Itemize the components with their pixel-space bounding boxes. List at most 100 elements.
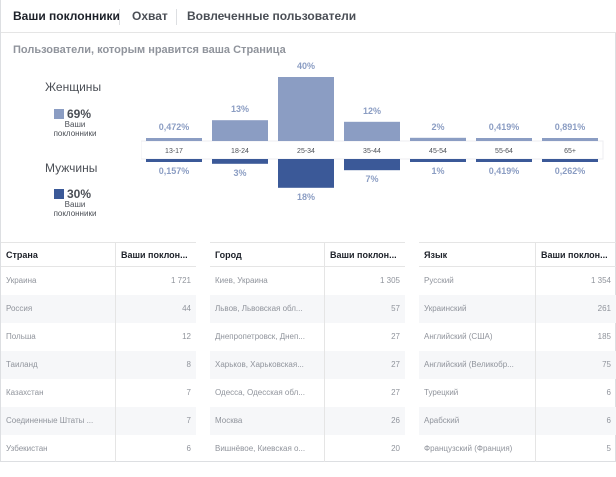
age-tick-label: 65+ xyxy=(564,148,576,155)
language-table: Язык Ваши поклон... Русский 1 354 Украинский… xyxy=(419,242,616,463)
tab-divider xyxy=(119,9,120,25)
cell-name: Одесса, Одесская обл... xyxy=(215,388,305,397)
table-row: Польша 12 xyxy=(1,323,196,351)
tab-your-fans[interactable]: Ваши поклонники xyxy=(13,9,120,23)
cell-count: 1 354 xyxy=(590,276,611,285)
men-sub-label: Ваши поклонники xyxy=(53,200,97,218)
cell-count: 261 xyxy=(597,304,611,313)
men-bar xyxy=(344,159,400,171)
cell-name: Английский (Великобр... xyxy=(424,360,514,369)
cell-name: Русский xyxy=(424,276,454,285)
column-header-fans[interactable]: Ваши поклон... xyxy=(324,243,405,266)
men-bar xyxy=(212,159,268,164)
cell-count: 75 xyxy=(602,360,611,369)
cell-count: 6 xyxy=(606,416,611,425)
cell-count: 1 305 xyxy=(379,276,400,285)
women-bar-label: 0,891% xyxy=(555,122,586,132)
cell-count: 27 xyxy=(391,332,400,341)
cell-name: Киев, Украина xyxy=(215,276,268,285)
table-row: Казахстан 7 xyxy=(1,379,196,407)
age-tick-label: 45-54 xyxy=(429,148,447,155)
column-header-fans[interactable]: Ваши поклон... xyxy=(535,243,616,266)
cell-name: Таиланд xyxy=(6,360,38,369)
column-header-fans[interactable]: Ваши поклон... xyxy=(115,243,196,266)
cell-name: Харьков, Харьковская... xyxy=(215,360,304,369)
age-tick-label: 18-24 xyxy=(231,148,249,155)
table-row: Соединенные Штаты ... 7 xyxy=(1,407,196,435)
cell-name: Турецкий xyxy=(424,388,459,397)
cell-count: 6 xyxy=(606,388,611,397)
section-title: Пользователи, которым нравится ваша Стра… xyxy=(13,44,286,56)
men-label: Мужчины xyxy=(45,161,98,175)
women-percent: 69% xyxy=(67,107,92,121)
women-bar xyxy=(410,137,466,141)
cell-count: 20 xyxy=(391,444,400,453)
cell-count: 27 xyxy=(391,388,400,397)
table-row: Россия 44 xyxy=(1,295,196,323)
tab-engaged-users[interactable]: Вовлеченные пользователи xyxy=(187,9,357,23)
cell-count: 8 xyxy=(186,360,191,369)
women-bar-label: 0,472% xyxy=(159,122,190,132)
table-row: Вишнёвое, Киевская о... 20 xyxy=(210,435,405,463)
cell-count: 1 721 xyxy=(170,276,191,285)
men-bar xyxy=(476,159,532,162)
men-swatch xyxy=(54,189,64,199)
table-row: Таиланд 8 xyxy=(1,351,196,379)
cell-count: 27 xyxy=(391,360,400,369)
men-bar xyxy=(410,159,466,162)
table-row: Киев, Украина 1 305 xyxy=(210,267,405,295)
table-row: Одесса, Одесская обл... 27 xyxy=(210,379,405,407)
table-row: Днепропетровск, Днеп... 27 xyxy=(210,323,405,351)
cell-count: 57 xyxy=(391,304,400,313)
men-bar-label: 0,157% xyxy=(159,166,190,176)
men-bar xyxy=(542,159,598,162)
age-gender-chart: 0,472% 0,157% 13-17 13% 3% 18-24 40% 18% 25-34 12… xyxy=(141,61,604,202)
fans-panel: Ваши поклонники Охват Вовлеченные пользо… xyxy=(0,0,616,462)
table-row: Украинский 261 xyxy=(419,295,616,323)
table-row: Русский 1 354 xyxy=(419,267,616,295)
tab-bar: Ваши поклонники Охват Вовлеченные пользо… xyxy=(1,0,616,33)
women-swatch xyxy=(54,109,64,119)
women-bar xyxy=(278,77,334,141)
women-bar-label: 12% xyxy=(363,106,381,116)
cell-count: 6 xyxy=(186,444,191,453)
women-sub-label: Ваши поклонники xyxy=(53,120,97,138)
women-bar-label: 13% xyxy=(231,104,249,114)
column-divider xyxy=(535,243,536,462)
cell-name: Узбекистан xyxy=(6,444,48,453)
men-bar-label: 0,419% xyxy=(489,166,520,176)
cell-name: Вишнёвое, Киевская о... xyxy=(215,444,306,453)
age-tick-label: 25-34 xyxy=(297,148,315,155)
column-header[interactable]: Язык xyxy=(424,250,448,260)
women-bar xyxy=(344,121,400,141)
column-header[interactable]: Город xyxy=(215,250,242,260)
women-bar xyxy=(212,120,268,141)
table-header: Страна Ваши поклон... xyxy=(1,243,196,267)
age-tick-label: 35-44 xyxy=(363,148,381,155)
table-row: Арабский 6 xyxy=(419,407,616,435)
column-header[interactable]: Страна xyxy=(6,250,38,260)
women-bar xyxy=(476,138,532,141)
cell-name: Россия xyxy=(6,304,33,313)
cell-name: Украина xyxy=(6,276,37,285)
women-bar xyxy=(542,138,598,141)
tab-divider xyxy=(176,9,177,25)
cell-name: Польша xyxy=(6,332,36,341)
tab-reach[interactable]: Охват xyxy=(132,9,168,23)
women-bar xyxy=(146,138,202,141)
table-row: Москва 26 xyxy=(210,407,405,435)
men-percent: 30% xyxy=(67,187,92,201)
table-row: Турецкий 6 xyxy=(419,379,616,407)
age-tick-label: 55-64 xyxy=(495,148,513,155)
men-bar-label: 18% xyxy=(297,192,315,202)
table-row: Узбекистан 6 xyxy=(1,435,196,463)
city-table: Город Ваши поклон... Киев, Украина 1 305 Льв… xyxy=(210,242,405,463)
column-divider xyxy=(324,243,325,462)
table-row: Французский (Франция) 5 xyxy=(419,435,616,463)
cell-name: Украинский xyxy=(424,304,467,313)
cell-count: 26 xyxy=(391,416,400,425)
table-header: Язык Ваши поклон... xyxy=(419,243,616,267)
table-row: Английский (Великобр... 75 xyxy=(419,351,616,379)
table-row: Львов, Львовская обл... 57 xyxy=(210,295,405,323)
cell-name: Казахстан xyxy=(6,388,44,397)
